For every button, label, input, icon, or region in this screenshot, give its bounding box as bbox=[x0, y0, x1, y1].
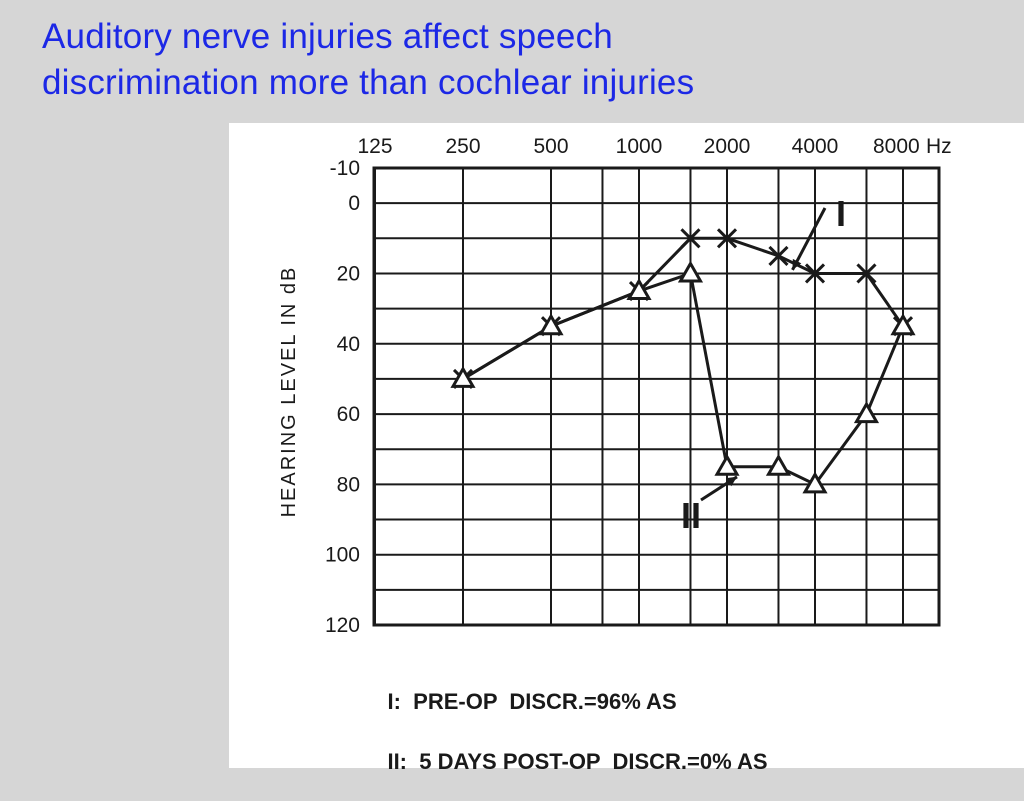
data-point-I-2000 bbox=[716, 228, 738, 249]
data-point-II-250 bbox=[450, 365, 476, 388]
slide-title-line-1: Auditory nerve injuries affect speech bbox=[42, 17, 613, 56]
y-tick-label-0: 0 bbox=[348, 192, 360, 215]
annotation-label-I: I bbox=[836, 193, 846, 234]
x-tick-label-500: 500 bbox=[533, 135, 568, 158]
data-point-II-8000 bbox=[890, 313, 916, 336]
data-point-II-1500 bbox=[677, 260, 704, 283]
audiogram-chart: 125 250 500 1000 2000 4000 8000 Hz -10 0 20 40 60 80 1… bbox=[278, 135, 952, 637]
y-tick-label-100: 100 bbox=[325, 544, 360, 567]
series-II bbox=[450, 260, 916, 494]
x-tick-label-4000: 4000 bbox=[792, 135, 839, 158]
data-point-II-3000 bbox=[765, 453, 792, 476]
legend-label-2: II: bbox=[387, 749, 408, 774]
annotation-label-II: II bbox=[681, 495, 701, 536]
data-point-I-1500 bbox=[680, 228, 701, 249]
data-point-I-4000 bbox=[804, 263, 826, 284]
y-tick-label-80: 80 bbox=[337, 473, 360, 496]
annotation-arrow-I bbox=[791, 207, 827, 271]
x-tick-label-125: 125 bbox=[357, 135, 392, 158]
y-tick-label-40: 40 bbox=[337, 333, 360, 356]
legend-label-1: I: bbox=[387, 689, 401, 714]
x-tick-label-8000: 8000 bbox=[873, 135, 920, 158]
x-unit-label: Hz bbox=[926, 135, 952, 158]
data-point-I-1500-stroke-b bbox=[680, 228, 701, 249]
data-point-I-4000-stroke-b bbox=[804, 263, 826, 284]
data-point-I-6000-stroke-b bbox=[856, 263, 877, 284]
data-point-II-6000 bbox=[853, 401, 880, 424]
data-point-II-2000 bbox=[714, 453, 740, 476]
grid-lines bbox=[374, 167, 939, 626]
annotation-II: II bbox=[681, 475, 738, 536]
data-point-I-6000 bbox=[856, 263, 877, 284]
slide-title-line-2: discrimination more than cochlear injuri… bbox=[42, 63, 695, 102]
x-tick-label-2000: 2000 bbox=[704, 135, 751, 158]
data-point-I-3000 bbox=[768, 245, 789, 266]
y-tick-label-20: 20 bbox=[337, 262, 360, 285]
annotation-arrowhead-I bbox=[792, 258, 802, 270]
data-point-II-4000 bbox=[802, 471, 828, 494]
data-point-I-2000-stroke-b bbox=[716, 228, 738, 249]
x-tick-label-250: 250 bbox=[445, 135, 480, 158]
audiogram-figure: 125 250 500 1000 2000 4000 8000 Hz -10 0 20 40 60 80 1… bbox=[229, 123, 1024, 774]
annotation-I: I bbox=[791, 193, 846, 271]
legend-text-2: 5 DAYS POST-OP DISCR.=0% AS bbox=[419, 749, 768, 774]
data-point-II-1000 bbox=[626, 278, 652, 301]
legend-entry-preop: I: PRE-OP DISCR.=96% AS bbox=[363, 663, 677, 741]
annotation-arrowhead-II bbox=[726, 476, 737, 487]
y-axis-label: HEARING LEVEL IN dB bbox=[278, 266, 300, 518]
slide-title: Auditory nerve injuries affect speech di… bbox=[42, 14, 942, 106]
x-tick-label-1000: 1000 bbox=[616, 135, 663, 158]
plot-frame bbox=[372, 166, 941, 627]
y-tick-label-60: 60 bbox=[337, 403, 360, 426]
data-point-II-500 bbox=[538, 313, 564, 336]
y-tick-label-120: 120 bbox=[325, 614, 360, 637]
legend-text-1: PRE-OP DISCR.=96% AS bbox=[413, 689, 677, 714]
data-point-I-3000-stroke-b bbox=[768, 245, 789, 266]
y-tick-label--10: -10 bbox=[330, 157, 360, 180]
legend-entry-postop: II: 5 DAYS POST-OP DISCR.=0% AS bbox=[363, 723, 768, 801]
